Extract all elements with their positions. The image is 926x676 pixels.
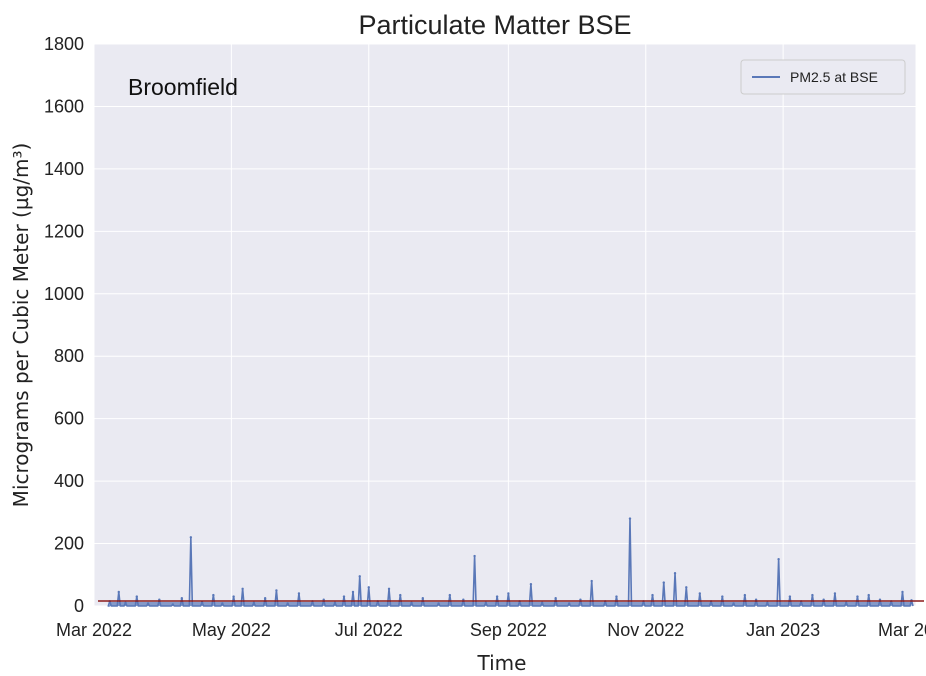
data-point [777,557,780,561]
x-tick-label: May 2022 [192,620,271,640]
data-point [367,586,370,589]
data-point [811,593,814,597]
legend: PM2.5 at BSE [740,59,906,95]
grid [93,43,917,607]
y-tick-label: 600 [54,409,84,429]
y-tick-label: 1200 [44,221,84,241]
location-annotation: Broomfield [128,74,238,100]
chart-title: Particulate Matter BSE [358,10,631,40]
data-point [351,590,355,594]
data-point [358,575,361,578]
data-point [743,593,747,597]
legend-box [740,59,906,95]
y-tick-label: 0 [74,596,84,616]
data-point [788,595,792,598]
y-tick-label: 200 [54,534,84,554]
data-point [399,593,402,597]
y-tick-label: 1600 [44,96,84,116]
data-point [901,590,904,594]
y-tick-label: 1400 [44,159,84,179]
data-point [387,587,391,591]
x-axis-label: Time [477,651,527,675]
data-point [529,582,533,586]
data-point [180,596,184,600]
legend-label: PM2.5 at BSE [790,69,878,85]
data-point [135,595,138,598]
data-point [867,593,870,597]
data-point [651,593,654,597]
data-point [554,596,557,600]
x-tick-labels: Mar 2022 May 2022 Jul 2022 Sep 2022 Nov 2022… [56,620,926,640]
x-tick-label: Sep 2022 [470,620,547,640]
data-point [117,590,120,594]
data-point [685,586,688,589]
data-point [590,579,593,583]
y-tick-label: 800 [54,346,84,366]
data-point [232,595,235,598]
data-point [275,589,278,592]
data-point [495,595,499,598]
data-point [673,572,677,575]
x-tick-label: Nov 2022 [607,620,684,640]
y-tick-label: 1000 [44,284,84,304]
data-point [662,581,665,584]
x-tick-label: Mar 2022 [56,620,132,640]
data-point [473,554,476,558]
x-tick-label: Jan 2023 [746,620,820,640]
data-point [615,595,618,598]
x-tick-label: Jul 2022 [335,620,403,640]
data-point [856,595,859,598]
data-point [189,536,193,539]
data-point [721,595,724,598]
data-point [212,593,215,597]
y-tick-label: 1800 [44,34,84,54]
data-point [421,596,424,600]
data-point [507,592,510,595]
data-point [833,592,837,595]
data-point [448,593,452,597]
baseline-band [109,602,912,606]
y-tick-labels: 0 200 400 600 800 1000 1200 1400 1600 1800 [44,34,84,616]
data-point [698,592,702,595]
data-point [263,596,267,600]
x-tick-label: Mar 2023 [878,620,926,640]
y-axis-label: Micrograms per Cubic Meter (µg/m³) [9,143,33,508]
y-tick-label: 400 [54,471,84,491]
data-point [342,595,346,598]
data-point [297,592,301,595]
data-point [241,587,244,591]
data-point [628,517,632,520]
plot-background [94,44,916,606]
